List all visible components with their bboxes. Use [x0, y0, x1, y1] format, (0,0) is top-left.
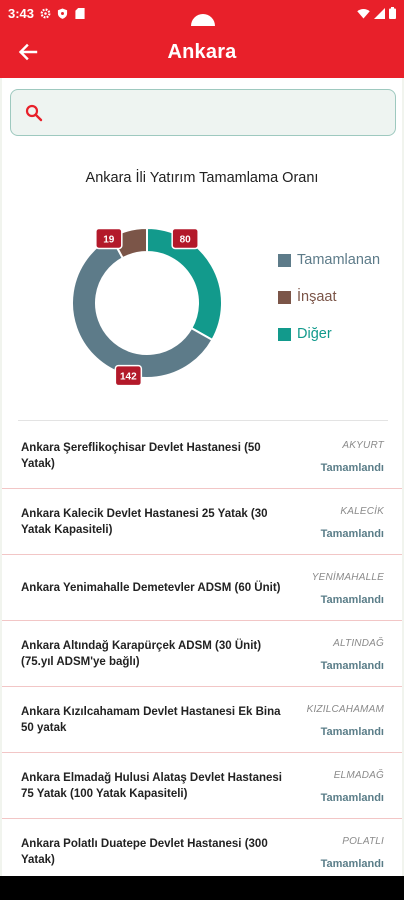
- project-district: POLATLI: [342, 836, 384, 847]
- svg-text:80: 80: [180, 234, 192, 245]
- legend-swatch: [278, 290, 291, 304]
- project-district: ELMADAĞ: [333, 770, 384, 781]
- list-item[interactable]: Ankara Altındağ Karapürçek ADSM (30 Ünit…: [2, 621, 402, 687]
- list-item[interactable]: Ankara Kalecik Devlet Hastanesi 25 Yatak…: [2, 489, 402, 555]
- project-title: Ankara Altındağ Karapürçek ADSM (30 Ünit…: [21, 639, 262, 668]
- project-title: Ankara Kalecik Devlet Hastanesi 25 Yatak…: [21, 507, 268, 536]
- data-label-tamamlanan: 142: [114, 364, 143, 387]
- legend-label: İnşaat: [297, 289, 337, 305]
- project-status: Tamamlandı: [320, 594, 384, 606]
- app-bar: Ankara: [0, 26, 404, 78]
- list-item[interactable]: Ankara Yenimahalle Demetevler ADSM (60 Ü…: [2, 555, 402, 621]
- status-time: 3:43: [8, 5, 35, 21]
- project-status: Tamamlandı: [320, 858, 384, 870]
- project-district: YENİMAHALLE: [311, 572, 384, 583]
- project-title: Ankara Elmadağ Hulusi Alataş Devlet Hast…: [21, 771, 282, 800]
- back-button[interactable]: [14, 38, 42, 66]
- donut-chart: 80 142 19: [71, 226, 223, 387]
- system-nav-bar: [0, 876, 404, 900]
- list-item[interactable]: Ankara Şereflikoçhisar Devlet Hastanesi …: [2, 423, 402, 489]
- legend-label: Diğer: [297, 326, 332, 342]
- project-status: Tamamlandı: [320, 462, 384, 474]
- chart-title: Ankara İli Yatırım Tamamlama Oranı: [85, 170, 319, 186]
- wifi-icon: [357, 8, 370, 19]
- project-list: Ankara Şereflikoçhisar Devlet Hastanesi …: [2, 423, 402, 876]
- project-title: Ankara Şereflikoçhisar Devlet Hastanesi …: [21, 441, 261, 470]
- search-input[interactable]: [43, 90, 395, 135]
- project-title: Ankara Polatlı Duatepe Devlet Hastanesi …: [21, 837, 268, 866]
- page-title: Ankara: [167, 40, 237, 63]
- project-status: Tamamlandı: [320, 726, 384, 738]
- search-icon: [25, 104, 43, 121]
- svg-text:19: 19: [103, 234, 115, 245]
- project-district: ALTINDAĞ: [333, 638, 384, 649]
- main-content: Ankara İli Yatırım Tamamlama Oranı 80 142…: [2, 78, 402, 876]
- project-district: KALECİK: [340, 506, 384, 517]
- arrow-left-icon: [18, 43, 38, 61]
- list-item[interactable]: Ankara Elmadağ Hulusi Alataş Devlet Hast…: [2, 753, 402, 819]
- data-label-i̇nşaat: 19: [95, 227, 123, 250]
- legend-swatch: [278, 327, 291, 341]
- gear-icon: [40, 8, 51, 19]
- project-district: KIZILCAHAMAM: [306, 704, 384, 715]
- signal-icon: [374, 7, 385, 19]
- legend-label: Tamamlanan: [297, 252, 381, 268]
- project-district: AKYURT: [342, 440, 384, 451]
- project-title: Ankara Kızılcahamam Devlet Hastanesi Ek …: [21, 705, 281, 734]
- svg-text:142: 142: [120, 372, 137, 383]
- divider: [18, 420, 388, 421]
- search-box[interactable]: [10, 89, 396, 136]
- project-status: Tamamlandı: [320, 660, 384, 672]
- battery-icon: [389, 7, 396, 19]
- project-status: Tamamlandı: [320, 528, 384, 540]
- shield-icon: [57, 7, 68, 19]
- legend-item-tamamlanan: Tamamlanan: [278, 252, 380, 268]
- list-item[interactable]: Ankara Kızılcahamam Devlet Hastanesi Ek …: [2, 687, 402, 753]
- list-item[interactable]: Ankara Polatlı Duatepe Devlet Hastanesi …: [2, 819, 402, 876]
- data-label-diğer: 80: [171, 227, 199, 250]
- legend-item-diger: Diğer: [278, 326, 380, 342]
- project-title: Ankara Yenimahalle Demetevler ADSM (60 Ü…: [21, 581, 281, 594]
- chart-legend: Tamamlanan İnşaat Diğer: [278, 252, 380, 363]
- legend-swatch: [278, 253, 291, 267]
- sd-card-icon: [74, 7, 85, 19]
- legend-item-insaat: İnşaat: [278, 289, 380, 305]
- project-status: Tamamlandı: [320, 792, 384, 804]
